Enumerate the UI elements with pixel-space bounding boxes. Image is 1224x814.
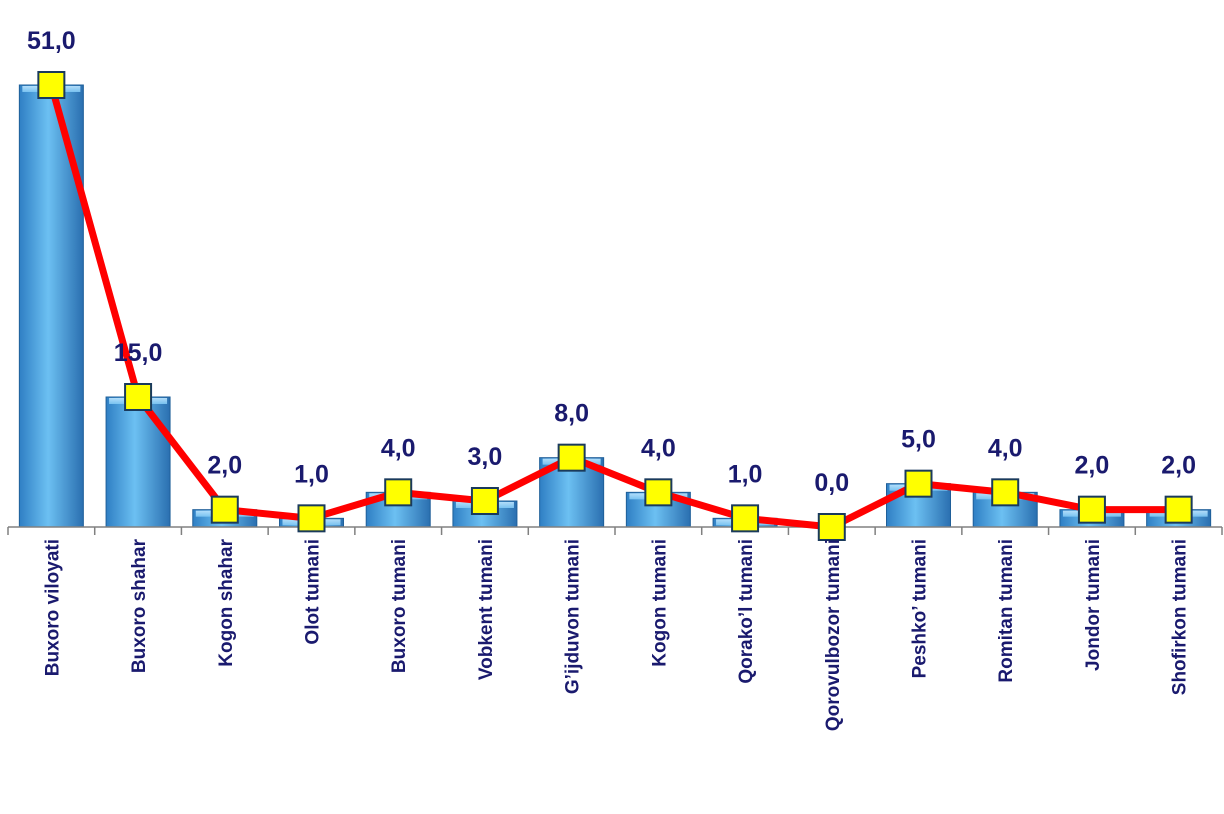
data-point-marker <box>297 504 326 533</box>
category-label: Vobkent tumani <box>476 539 497 680</box>
value-label: 4,0 <box>641 434 676 462</box>
value-label: 2,0 <box>207 452 242 480</box>
value-label: 0,0 <box>814 469 849 497</box>
value-label: 3,0 <box>468 443 503 471</box>
category-label: Shofirkon tumani <box>1170 539 1191 695</box>
value-label: 51,0 <box>27 27 76 55</box>
category-label: G’ijduvon tumani <box>563 539 584 694</box>
category-label: Olot tumani <box>303 539 324 645</box>
bars-group <box>18 84 1212 528</box>
markers-group <box>37 71 1193 541</box>
data-point-marker <box>904 469 933 498</box>
data-point-marker <box>644 478 673 507</box>
data-point-marker <box>37 71 66 99</box>
category-label: Romitan tumani <box>996 539 1017 683</box>
value-label: 2,0 <box>1075 452 1110 480</box>
value-label: 1,0 <box>294 460 329 488</box>
value-label: 2,0 <box>1161 452 1196 480</box>
data-point-marker <box>384 478 413 507</box>
category-label: Kogon shahar <box>216 538 237 666</box>
value-label: 4,0 <box>381 434 416 462</box>
x-axis-ticks <box>7 527 1223 535</box>
trend-line <box>47 81 1183 531</box>
value-label: 1,0 <box>728 460 763 488</box>
category-label: Buxoro tumani <box>389 539 410 673</box>
value-label: 15,0 <box>114 339 163 367</box>
category-labels-group: Buxoro viloyati Buxoro shahar Kogon shahar… <box>42 538 1190 731</box>
data-point-marker <box>1164 495 1193 524</box>
data-point-marker <box>210 495 239 524</box>
bar <box>105 396 171 528</box>
value-label: 5,0 <box>901 426 936 454</box>
data-point-marker <box>731 504 760 533</box>
data-point-marker <box>124 383 153 411</box>
category-label: Qorako’l tumani <box>736 539 757 684</box>
category-label: Peshko’ tumani <box>910 539 931 678</box>
data-point-marker <box>470 487 499 515</box>
bar <box>18 84 84 528</box>
data-point-marker <box>1077 495 1106 524</box>
category-label: Kogon tumani <box>649 539 670 667</box>
category-label: Buxoro shahar <box>129 538 150 673</box>
value-labels-group: 51,0 15,0 2,0 1,0 4,0 3,0 8,0 4,0 1,0 0,0 5,0 4,0 2,… <box>27 27 1196 497</box>
category-label: Buxoro viloyati <box>42 539 63 676</box>
category-label: Qorovulbozor tumani <box>823 539 844 731</box>
data-point-marker <box>991 478 1020 507</box>
data-point-marker <box>557 443 586 472</box>
value-label: 8,0 <box>554 400 589 428</box>
category-label: Jondor tumani <box>1083 539 1104 671</box>
data-point-marker <box>817 513 846 541</box>
value-label: 4,0 <box>988 434 1023 462</box>
